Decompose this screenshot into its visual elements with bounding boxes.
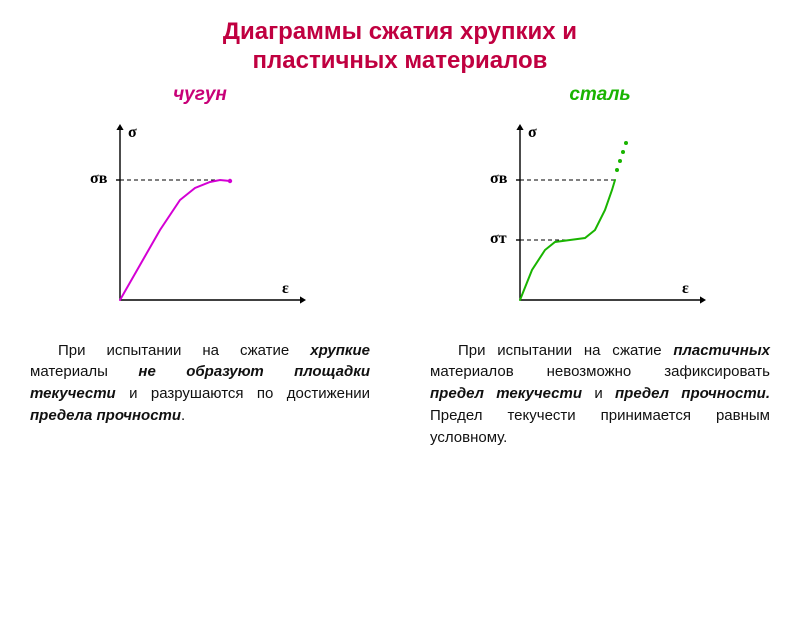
title-line1: Диаграммы сжатия хрупких и (223, 18, 577, 45)
left-desc-leadin: При испытании на сжатие (58, 342, 310, 359)
columns: чугун σ ε σв При испытании на сжатие хру… (0, 84, 800, 449)
page-title: Диаграммы сжатия хрупких и пластичных ма… (0, 18, 800, 76)
right-desc-t2: и (582, 385, 615, 402)
right-desc-b1: пластичных (673, 342, 770, 359)
right-epsilon-axis-label: ε (682, 280, 689, 298)
left-column: чугун σ ε σв При испытании на сжатие хру… (20, 84, 380, 449)
right-description: При испытании на сжатие пластичных матер… (430, 340, 770, 449)
right-desc-leadin: При испытании на сжатие (458, 342, 673, 359)
left-desc-b3: предела прочности (30, 407, 181, 424)
right-sigma-v-label: σв (490, 170, 507, 188)
right-desc-t3: Предел текучести принимается равным усло… (430, 407, 770, 446)
right-column: сталь σ ε σв σт При испытании на сжатие … (420, 84, 780, 449)
left-description: При испытании на сжатие хрупкие материал… (30, 340, 370, 427)
right-desc-b3: предел прочности. (615, 385, 770, 402)
left-epsilon-axis-label: ε (282, 280, 289, 298)
left-chart: σ ε σв (60, 110, 340, 330)
left-desc-b1: хрупкие (310, 342, 370, 359)
title-line2: пластичных материалов (253, 47, 548, 74)
left-desc-t1: материалы (30, 363, 138, 380)
left-material-label: чугун (173, 84, 227, 106)
left-desc-t2: и разрушаются по достижении (116, 385, 370, 402)
right-desc-b2: предел текучести (430, 385, 582, 402)
right-desc-t1: материалов невозможно зафиксировать (430, 363, 770, 380)
right-chart: σ ε σв σт (460, 110, 740, 330)
left-sigma-v-label: σв (90, 170, 107, 188)
right-sigma-t-label: σт (490, 230, 507, 248)
left-desc-t3: . (181, 407, 185, 424)
right-sigma-axis-label: σ (528, 124, 537, 142)
right-material-label: сталь (569, 84, 630, 106)
left-sigma-axis-label: σ (128, 124, 137, 142)
